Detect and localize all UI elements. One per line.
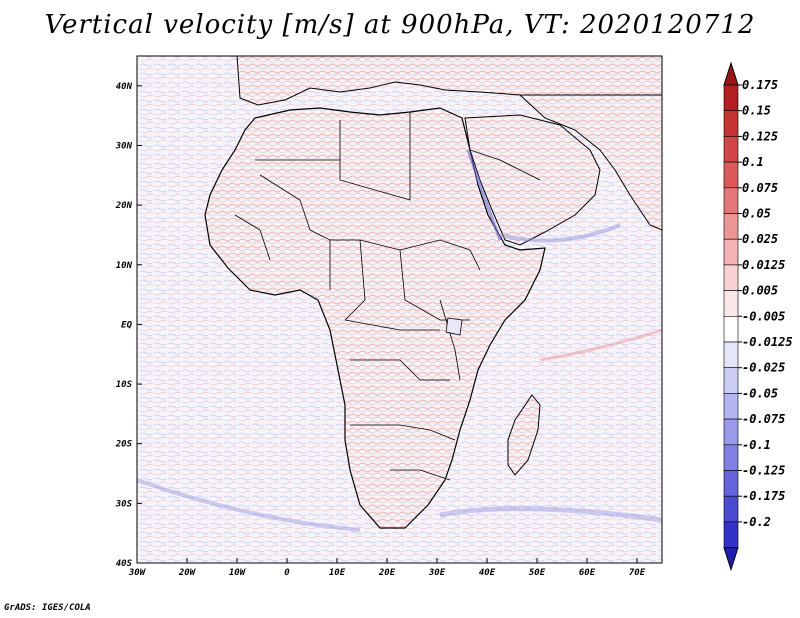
colorbar-bottom-arrow: [723, 547, 739, 572]
colorbar-label: 0.05: [742, 207, 771, 221]
colorbar-swatch: [723, 495, 739, 523]
colorbar-swatch: [723, 418, 739, 446]
asia-outline: [518, 94, 662, 231]
colorbar-label: -0.05: [742, 386, 778, 400]
colorbar-swatch: [723, 213, 739, 240]
indian-ocean-red-streak: [539, 328, 662, 362]
colorbar-swatch: [723, 187, 739, 214]
colorbar-label: 0.125: [742, 129, 778, 143]
colorbar-swatch: [723, 341, 739, 369]
x-tick-label: 30E: [428, 568, 446, 578]
colorbar-label: -0.025: [742, 361, 785, 375]
map-frame: [136, 55, 663, 564]
x-axis: 30W 20W 10W 0 10E 20E 30E 40E 50E 60E 70E: [128, 558, 646, 578]
map-title: Vertical velocity [m/s] at 900hPa, VT: 2…: [44, 10, 756, 40]
colorbar-swatch: [723, 84, 739, 112]
y-tick-label: 30N: [115, 141, 133, 151]
x-tick-label: 30W: [128, 568, 147, 578]
colorbar: 0.175 0.15 0.125 0.1 0.075 0.05 0.025 0.0125 0.0…: [723, 61, 793, 572]
colorbar-label: -0.2: [742, 515, 771, 529]
y-axis: 40N 30N 20N 10N EQ 10S 20S 30S 40S: [115, 82, 142, 569]
x-tick-label: 0: [284, 568, 290, 578]
madagascar-outline: [507, 394, 541, 476]
colorbar-swatch: [723, 521, 739, 548]
colorbar-label: -0.175: [742, 489, 785, 503]
colorbar-label: -0.005: [742, 309, 785, 323]
colorbar-label: 0.175: [742, 78, 778, 92]
y-tick-label: 40S: [116, 559, 133, 569]
landmass-layer: [137, 56, 662, 532]
colorbar-label: -0.075: [742, 412, 785, 426]
x-tick-label: 20E: [378, 568, 396, 578]
x-tick-label: 60E: [579, 568, 596, 578]
colorbar-swatch: [723, 110, 739, 137]
colorbar-swatch: [723, 264, 739, 291]
colorbar-swatch: [723, 470, 739, 497]
colorbar-label: 0.005: [742, 284, 778, 298]
indian-ocean-streak: [439, 506, 662, 523]
x-tick-label: 10W: [229, 568, 247, 578]
colorbar-label: 0.025: [742, 232, 778, 246]
colorbar-swatch: [723, 393, 739, 420]
south-atlantic-streak: [137, 478, 361, 532]
colorbar-label: 0.0125: [742, 258, 785, 272]
colorbar-label: 0.075: [742, 181, 778, 195]
colorbar-swatch: [723, 367, 739, 394]
lake-victoria: [445, 317, 463, 336]
y-tick-label: 40N: [116, 82, 133, 92]
colorbar-swatch: [723, 238, 739, 266]
x-tick-label: 50E: [529, 568, 546, 578]
colorbar-label: 0.15: [742, 104, 771, 118]
colorbar-swatch: [723, 290, 739, 317]
y-tick-label: 30S: [115, 499, 133, 509]
arabian-sea-streak: [499, 223, 621, 243]
africa-outline: [204, 107, 546, 529]
x-tick-label: 70E: [629, 568, 646, 578]
y-tick-label: 20S: [115, 440, 133, 450]
x-tick-label: 20W: [178, 568, 197, 578]
x-tick-label: 10E: [329, 568, 346, 578]
y-tick-label: 10S: [116, 380, 133, 390]
colorbar-swatch: [723, 315, 739, 343]
arabian-peninsula-outline: [464, 114, 601, 246]
red-sea-streak: [466, 149, 502, 241]
colorbar-label: -0.0125: [742, 335, 793, 349]
x-tick-label: 40E: [479, 568, 496, 578]
colorbar-swatch: [723, 161, 739, 189]
footer-credit: GrADS: IGES/COLA: [4, 603, 91, 613]
colorbar-label: -0.1: [742, 438, 771, 452]
colorbar-top-arrow: [723, 61, 739, 86]
y-tick-label: EQ: [121, 320, 132, 330]
colorbar-label: -0.125: [742, 464, 785, 478]
map-plot-area: [136, 55, 663, 564]
colorbar-swatch: [723, 136, 739, 163]
colorbar-swatch: [723, 444, 739, 471]
y-tick-label: 10N: [116, 261, 133, 271]
colorbar-label: 0.1: [742, 155, 764, 169]
y-tick-label: 20N: [115, 201, 133, 211]
country-borders: [234, 112, 541, 481]
